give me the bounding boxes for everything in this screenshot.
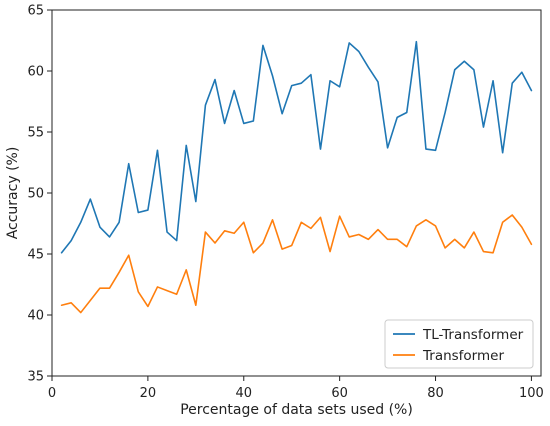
x-tick-label: 20 <box>140 386 157 401</box>
y-tick-label: 35 <box>27 370 44 385</box>
y-tick-label: 60 <box>27 65 44 80</box>
plot-area <box>60 40 533 314</box>
legend: TL-Transformer Transformer <box>384 319 534 369</box>
x-tick-label: 60 <box>331 386 348 401</box>
series-line-transformer <box>60 214 533 314</box>
legend-label-transformer: Transformer <box>422 348 504 364</box>
axes: 0 20 40 60 80 100 35 40 45 50 55 60 65 <box>27 4 543 402</box>
y-axis-label: Accuracy (%) <box>5 147 21 240</box>
x-tick-label: 40 <box>235 386 252 401</box>
x-tick-label: 100 <box>519 386 544 401</box>
legend-frame <box>384 319 534 369</box>
x-tick-label: 0 <box>48 386 56 401</box>
x-axis-label: Percentage of data sets used (%) <box>180 402 413 418</box>
y-tick-label: 40 <box>27 309 44 324</box>
y-tick-label: 65 <box>27 4 44 19</box>
y-tick-label: 50 <box>27 187 44 202</box>
y-tick-label: 45 <box>27 248 44 263</box>
x-tick-label: 80 <box>427 386 444 401</box>
legend-label-tl-transformer: TL-Transformer <box>422 327 524 343</box>
y-tick-label: 55 <box>27 126 44 141</box>
series-line-tl-transformer <box>60 40 533 254</box>
